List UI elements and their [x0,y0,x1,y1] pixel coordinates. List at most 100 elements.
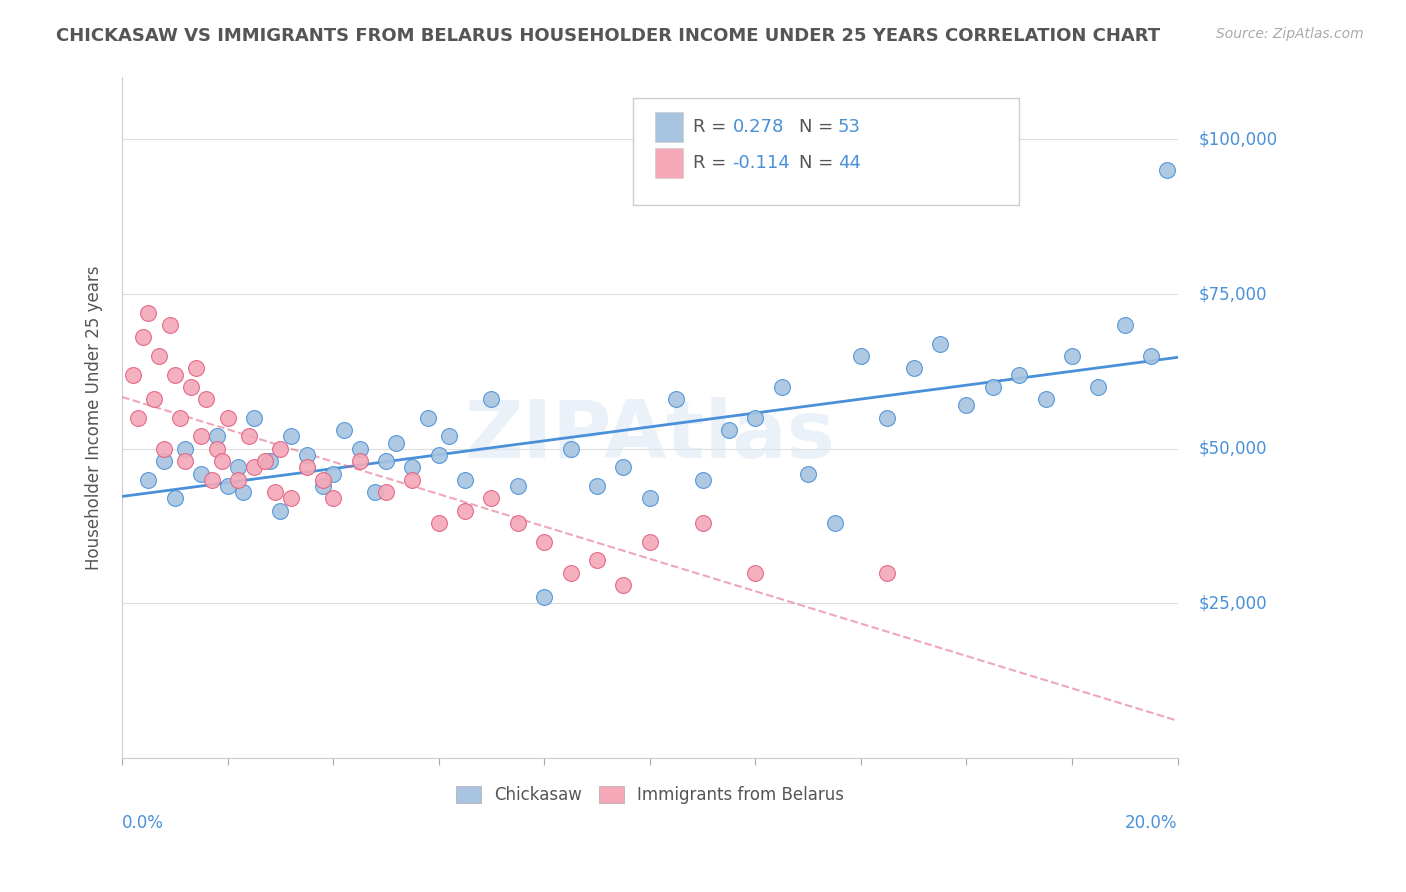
Point [1156,163,1178,178]
Point [163,491,186,506]
Point [612,460,634,475]
Point [121,368,143,382]
Text: $50,000: $50,000 [1199,440,1267,458]
Text: N =: N = [799,118,838,136]
Point [374,454,396,468]
Point [692,473,714,487]
Point [269,503,291,517]
Point [665,392,688,407]
Point [205,442,228,456]
Point [903,361,925,376]
Point [253,454,276,468]
Point [638,491,661,506]
Point [205,429,228,443]
Point [692,516,714,530]
Point [201,473,224,487]
Point [269,442,291,456]
Point [322,467,344,481]
Point [401,460,423,475]
Point [1114,318,1136,332]
Point [1008,368,1031,382]
Text: $75,000: $75,000 [1199,285,1267,303]
Point [418,410,440,425]
Point [481,392,503,407]
Text: Source: ZipAtlas.com: Source: ZipAtlas.com [1216,27,1364,41]
Point [454,473,477,487]
Point [506,479,529,493]
Text: 53: 53 [838,118,860,136]
Point [243,410,266,425]
Point [184,361,207,376]
Point [332,423,354,437]
Point [159,318,181,332]
Text: 44: 44 [838,154,860,172]
Point [322,491,344,506]
Point [180,380,202,394]
Point [401,473,423,487]
Text: $25,000: $25,000 [1199,594,1267,613]
Point [142,392,165,407]
Text: ZIPAtlas: ZIPAtlas [464,398,835,475]
Point [797,467,820,481]
Point [132,330,155,344]
Point [533,591,555,605]
Point [153,442,176,456]
Point [153,454,176,468]
Point [163,368,186,382]
Point [981,380,1004,394]
Point [586,479,609,493]
Point [560,442,582,456]
Point [349,454,371,468]
Point [226,460,249,475]
Point [876,566,898,580]
Point [744,566,766,580]
Text: CHICKASAW VS IMMIGRANTS FROM BELARUS HOUSEHOLDER INCOME UNDER 25 YEARS CORRELATI: CHICKASAW VS IMMIGRANTS FROM BELARUS HOU… [56,27,1160,45]
Point [481,491,503,506]
Text: 20.0%: 20.0% [1125,814,1178,832]
Point [385,435,408,450]
Point [638,534,661,549]
Point [226,473,249,487]
Point [280,491,302,506]
Point [929,336,952,351]
Legend: Chickasaw, Immigrants from Belarus: Chickasaw, Immigrants from Belarus [449,780,851,811]
Point [1140,349,1163,363]
Point [506,516,529,530]
Point [533,534,555,549]
Text: -0.114: -0.114 [733,154,790,172]
Point [824,516,846,530]
Point [1060,349,1083,363]
Point [955,399,977,413]
Point [349,442,371,456]
Point [364,485,387,500]
Point [127,410,149,425]
Point [217,410,239,425]
Point [770,380,793,394]
Text: N =: N = [799,154,838,172]
Text: 0.278: 0.278 [733,118,785,136]
Point [427,448,450,462]
Text: 0.0%: 0.0% [122,814,165,832]
Text: R =: R = [693,154,733,172]
Point [217,479,239,493]
Point [190,467,212,481]
Point [876,410,898,425]
Y-axis label: Householder Income Under 25 years: Householder Income Under 25 years [86,266,103,570]
Point [243,460,266,475]
Point [174,442,197,456]
Point [138,305,160,319]
Text: $100,000: $100,000 [1199,130,1278,148]
Point [849,349,872,363]
Point [295,460,318,475]
Text: R =: R = [693,118,733,136]
Point [148,349,170,363]
Point [311,479,333,493]
Point [717,423,740,437]
Point [744,410,766,425]
Point [439,429,461,443]
Point [454,503,477,517]
Point [174,454,197,468]
Point [211,454,233,468]
Point [1035,392,1057,407]
Point [374,485,396,500]
